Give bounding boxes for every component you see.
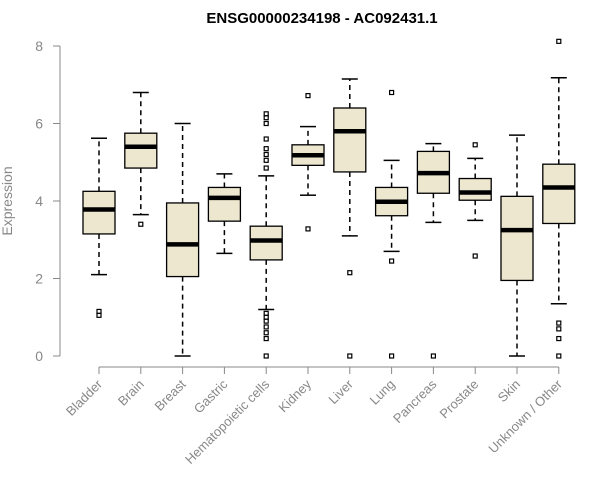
x-tick-label: Brain: [115, 377, 147, 409]
x-tick-label: Bladder: [63, 376, 106, 419]
outlier-point: [263, 353, 269, 359]
x-tick-label: Breast: [152, 376, 189, 413]
box-prostate: [458, 142, 492, 259]
x-tick-label: Skin: [495, 377, 523, 405]
box-iqr: [82, 190, 116, 235]
x-tick-label: Pancreas: [390, 376, 440, 426]
box-iqr: [458, 177, 492, 201]
outlier-point: [472, 142, 478, 148]
box-pancreas: [416, 142, 451, 359]
outlier-point: [347, 353, 353, 359]
outlier-point: [389, 353, 395, 359]
x-tick-label: Kidney: [275, 376, 314, 415]
box-iqr: [542, 163, 576, 225]
box-liver: [333, 78, 367, 359]
box-brain: [124, 91, 158, 227]
outlier-point: [263, 310, 269, 316]
outlier-point: [305, 226, 311, 232]
y-tick-label: 0: [35, 348, 43, 364]
y-tick-label: 6: [35, 116, 43, 132]
outlier-point: [556, 38, 562, 44]
box-hematopoietic-cells: [249, 111, 283, 359]
outlier-point: [263, 335, 269, 342]
outlier-point: [347, 270, 353, 276]
box-unknown-other: [542, 38, 576, 359]
outlier-point: [263, 157, 269, 163]
box-iqr: [124, 132, 158, 169]
box-lung: [374, 89, 409, 359]
outlier-point: [263, 330, 269, 336]
chart-title: ENSG00000234198 - AC092431.1: [206, 10, 437, 27]
outlier-point: [430, 353, 436, 359]
outlier-point: [263, 165, 269, 171]
x-tick-label: Prostate: [436, 377, 481, 422]
outlier-point: [305, 92, 311, 99]
box-iqr: [500, 195, 534, 282]
box-skin: [500, 134, 534, 357]
outlier-point: [263, 111, 269, 117]
box-series: [82, 38, 576, 359]
box-iqr: [249, 225, 283, 261]
outlier-point: [556, 353, 562, 359]
x-tick-label: Gastric: [191, 376, 231, 416]
box-iqr: [333, 107, 367, 173]
x-tick-label: Liver: [325, 376, 356, 407]
outlier-point: [556, 320, 562, 326]
outlier-point: [389, 258, 395, 264]
outlier-point: [556, 326, 562, 332]
box-gastric: [207, 173, 242, 255]
box-breast: [165, 122, 200, 357]
box-kidney: [291, 92, 325, 232]
y-tick-label: 2: [35, 271, 43, 287]
outlier-point: [96, 308, 102, 315]
box-iqr: [165, 202, 200, 278]
y-tick-label: 4: [35, 193, 43, 209]
y-axis: 0 2 4 6 8: [35, 38, 61, 364]
y-axis-label: Expression: [0, 166, 15, 235]
box-iqr: [207, 186, 242, 222]
outlier-point: [389, 89, 395, 96]
outlier-point: [556, 335, 562, 342]
outlier-point: [263, 324, 269, 330]
outlier-point: [138, 221, 144, 227]
outlier-point: [263, 120, 269, 127]
outlier-point: [263, 151, 269, 158]
outlier-point: [472, 253, 478, 259]
y-tick-label: 8: [35, 38, 43, 54]
x-tick-label: Unknown / Other: [485, 376, 565, 456]
x-tick-label: Lung: [367, 377, 398, 408]
outlier-point: [263, 136, 269, 142]
outlier-point: [263, 146, 269, 152]
box-bladder: [82, 137, 116, 318]
